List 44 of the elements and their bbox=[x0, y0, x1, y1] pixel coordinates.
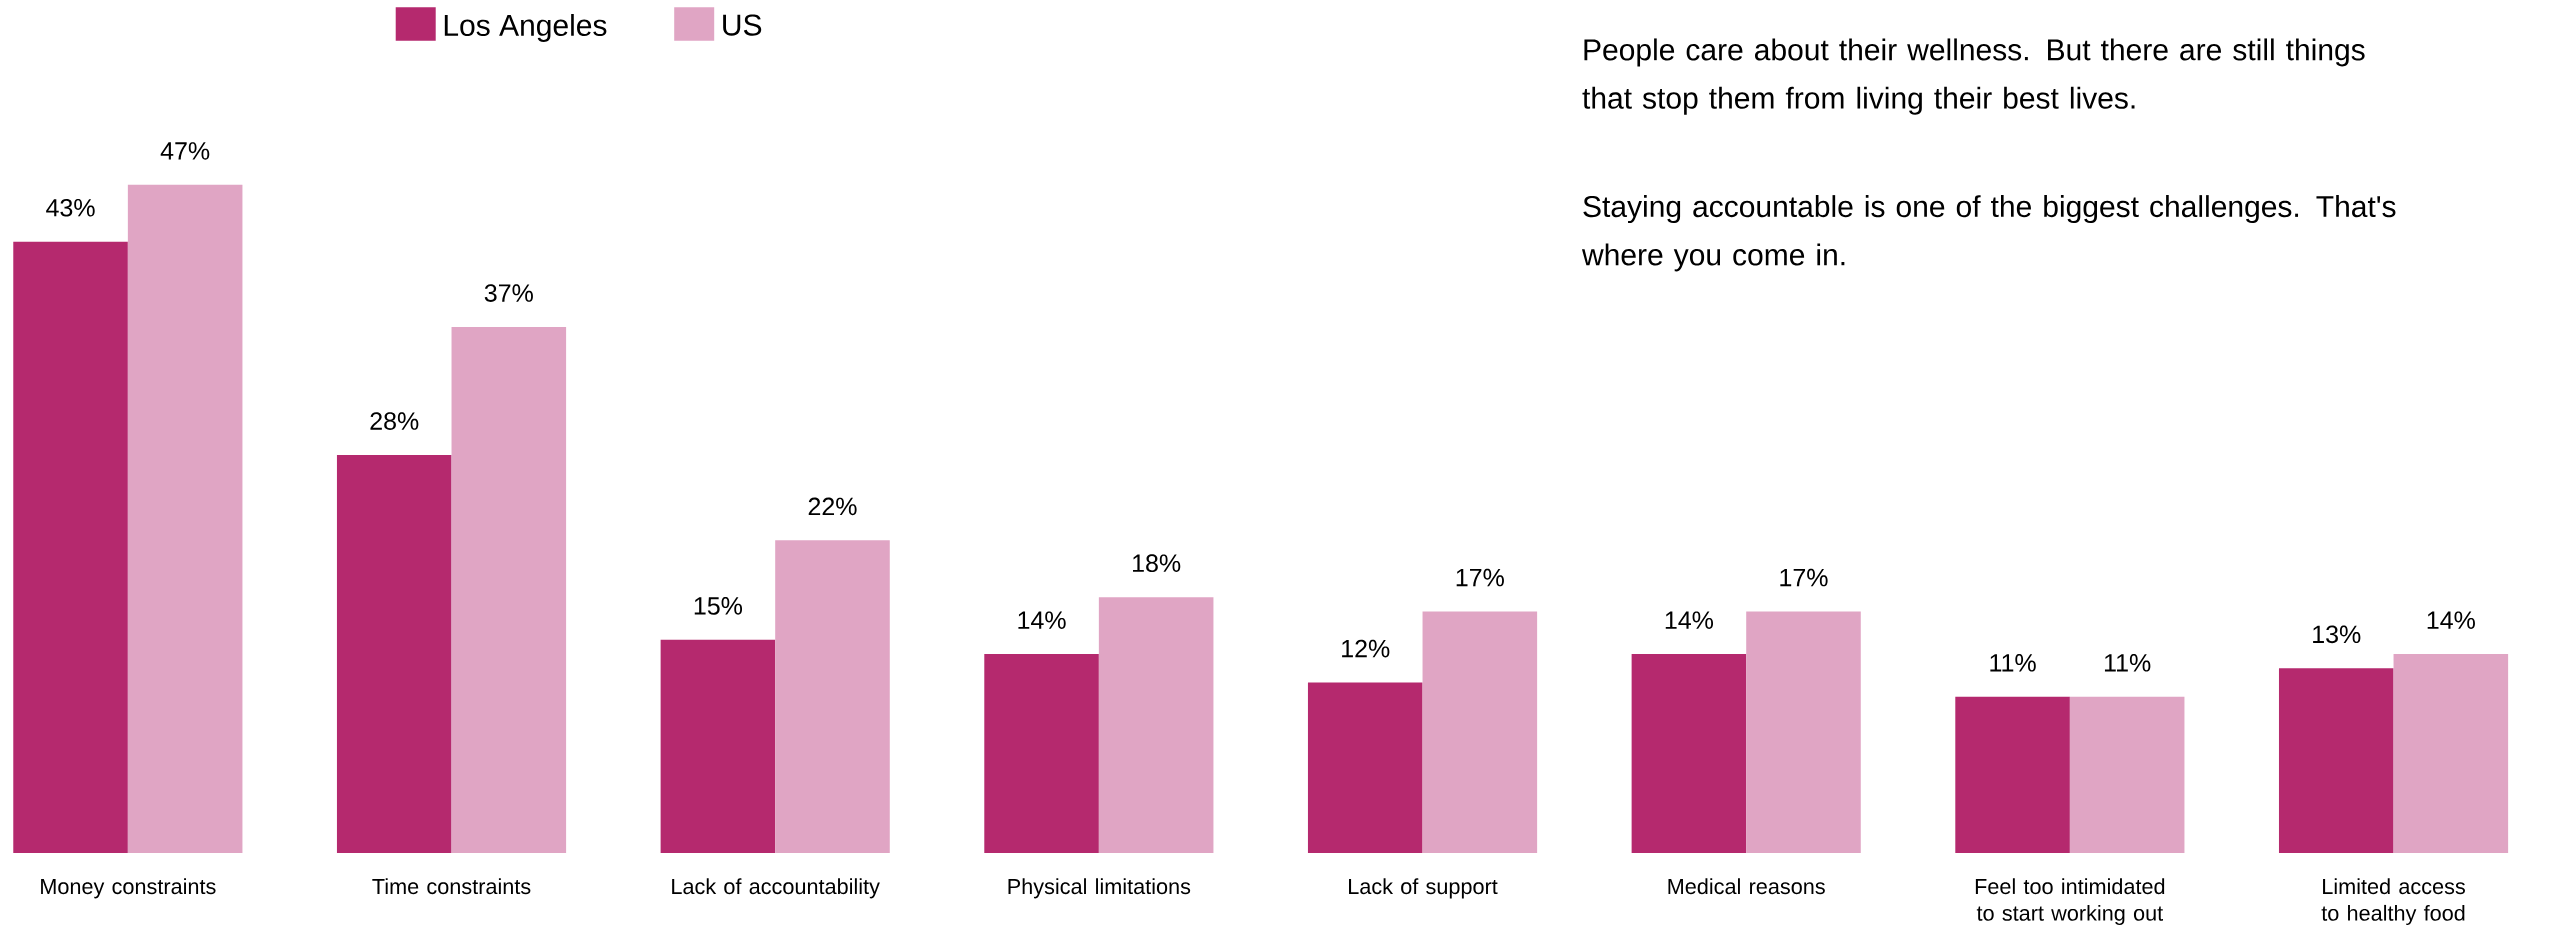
x-tick-label: Time constraints bbox=[372, 878, 531, 895]
data-label: 17% bbox=[1456, 568, 1504, 587]
bar bbox=[13, 241, 128, 854]
x-tick-label: Feel too intimidated to start working out bbox=[1975, 878, 2165, 926]
bar bbox=[2069, 696, 2185, 854]
data-label: 11% bbox=[2104, 654, 2151, 672]
data-label: 15% bbox=[694, 597, 743, 615]
x-tick-label: Lack of support bbox=[1349, 878, 1498, 899]
data-label: 18% bbox=[1133, 554, 1181, 573]
x-tick-label: Physical limitations bbox=[1008, 878, 1191, 899]
bar bbox=[336, 454, 452, 854]
legend-label: Los Angeles bbox=[444, 13, 607, 42]
data-label: 37% bbox=[484, 284, 533, 302]
bar bbox=[1955, 696, 2070, 854]
bar bbox=[2278, 668, 2394, 854]
data-label: 47% bbox=[160, 142, 210, 160]
x-tick-label: Lack of accountability bbox=[672, 878, 880, 899]
x-tick-label: Limited access to healthy food bbox=[2321, 878, 2465, 926]
bar bbox=[660, 639, 776, 854]
bar bbox=[451, 326, 567, 854]
x-tick-label: Medical reasons bbox=[1668, 878, 1825, 895]
bar bbox=[1746, 611, 1861, 854]
bar bbox=[775, 540, 890, 854]
bar bbox=[1307, 682, 1423, 854]
data-label: 11% bbox=[1990, 654, 2036, 672]
bar bbox=[1631, 653, 1747, 854]
data-label: 14% bbox=[1665, 611, 1714, 629]
annotation: Staying accountable is one of the biggest challenges. That's where you come in. bbox=[1581, 195, 2396, 272]
x-tick-label: Money constraints bbox=[41, 878, 216, 899]
bar bbox=[1422, 611, 1538, 854]
data-label: 43% bbox=[46, 198, 95, 217]
legend-label: US bbox=[723, 14, 762, 36]
data-label: 13% bbox=[2313, 625, 2361, 644]
bar bbox=[1098, 597, 1214, 854]
bar bbox=[2393, 653, 2509, 854]
text: People care about their wellness. But there are still things that stop them from living their best lives. bbox=[1582, 38, 2365, 115]
bar bbox=[984, 653, 1099, 854]
data-label: 17% bbox=[1780, 568, 1828, 587]
data-label: 28% bbox=[370, 412, 419, 430]
data-label: 12% bbox=[1342, 639, 1390, 658]
data-label: 22% bbox=[808, 497, 857, 516]
data-label: 14% bbox=[2427, 611, 2475, 629]
data-label: 14% bbox=[1018, 611, 1066, 629]
bar bbox=[127, 184, 243, 854]
